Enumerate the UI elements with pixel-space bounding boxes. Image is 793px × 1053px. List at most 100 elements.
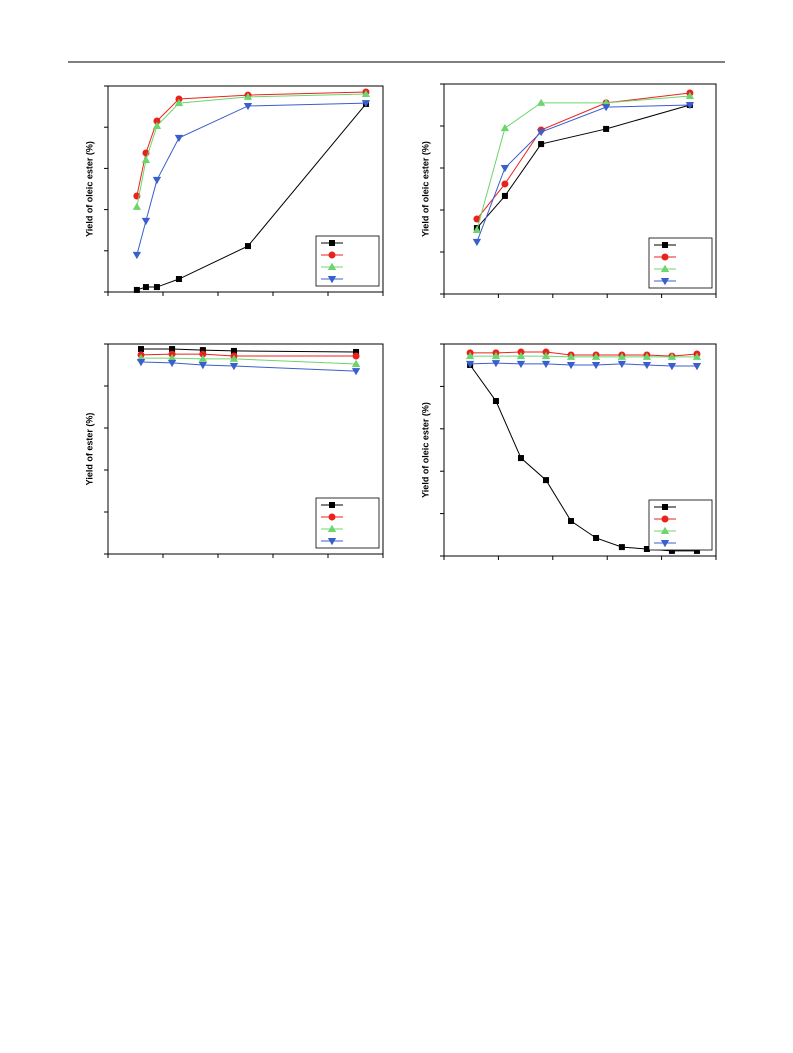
marker	[229, 354, 239, 362]
y-axis-label: Yield of oleic ester (%)	[420, 141, 430, 237]
marker	[617, 352, 627, 360]
marker	[500, 123, 510, 132]
series-line	[476, 104, 691, 229]
marker	[685, 102, 695, 110]
marker	[244, 243, 251, 250]
marker	[538, 141, 545, 148]
legend	[315, 497, 380, 549]
plot-frame	[443, 343, 717, 557]
marker	[352, 352, 360, 360]
marker	[516, 351, 526, 360]
marker	[618, 544, 625, 551]
marker	[174, 134, 184, 143]
legend	[648, 499, 713, 551]
legend-box	[648, 237, 713, 289]
marker	[642, 352, 652, 360]
marker	[568, 518, 575, 525]
marker	[541, 351, 551, 360]
marker	[141, 217, 151, 226]
marker	[603, 125, 610, 132]
series-line	[136, 102, 366, 256]
marker	[566, 352, 576, 360]
legend-marker	[327, 538, 337, 546]
marker	[692, 352, 702, 360]
marker	[132, 251, 142, 260]
marker	[465, 351, 475, 360]
y-axis-label: Yield of oleic ester (%)	[84, 141, 94, 237]
legend-marker	[329, 240, 335, 246]
marker	[501, 192, 508, 199]
marker	[152, 176, 162, 185]
marker	[243, 92, 253, 100]
marker	[167, 359, 177, 368]
marker	[174, 98, 184, 107]
legend-marker	[328, 251, 336, 259]
marker	[517, 455, 524, 462]
legend-marker	[662, 504, 668, 510]
marker	[543, 477, 549, 484]
marker	[491, 360, 501, 368]
legend-marker	[661, 253, 669, 261]
marker	[500, 165, 510, 173]
marker	[541, 360, 551, 369]
marker	[667, 363, 677, 371]
marker	[617, 360, 627, 369]
marker	[133, 286, 140, 293]
marker	[472, 225, 482, 233]
marker	[361, 89, 371, 98]
marker	[566, 361, 576, 370]
legend-marker	[661, 515, 669, 523]
marker	[136, 359, 146, 367]
marker	[243, 102, 253, 111]
marker	[593, 534, 600, 541]
marker	[132, 202, 142, 210]
legend-marker	[327, 276, 337, 284]
marker	[685, 91, 695, 99]
marker	[351, 368, 361, 376]
marker	[536, 129, 546, 137]
marker	[198, 362, 208, 370]
marker	[667, 352, 677, 360]
legend-box	[648, 499, 713, 551]
marker	[492, 398, 499, 405]
marker	[601, 104, 611, 112]
series-line	[136, 91, 366, 197]
marker	[141, 155, 151, 163]
marker	[175, 276, 182, 283]
marker	[142, 284, 149, 291]
plot-frame	[107, 85, 384, 293]
legend	[315, 235, 380, 287]
series-line	[470, 362, 697, 367]
legend	[648, 237, 713, 289]
series-line	[470, 355, 697, 358]
marker	[472, 238, 482, 247]
chart: Yield of oleic ester (%)	[420, 343, 717, 560]
marker	[536, 98, 546, 106]
marker	[229, 363, 239, 371]
marker	[501, 180, 509, 188]
legend-marker	[327, 262, 337, 270]
legend-marker	[328, 513, 336, 521]
legend-marker	[660, 526, 670, 534]
marker	[138, 346, 144, 353]
legend-marker	[662, 242, 668, 248]
marker	[198, 354, 208, 362]
plot-frame	[443, 83, 717, 295]
legend-marker	[327, 524, 337, 532]
legend-marker	[660, 278, 670, 286]
marker	[491, 351, 501, 360]
legend-marker	[660, 540, 670, 548]
marker	[692, 363, 702, 371]
marker	[153, 284, 160, 291]
y-axis-label: Yield of ester (%)	[84, 413, 94, 486]
chart: Yield of oleic ester (%)	[84, 85, 384, 296]
legend-box	[315, 497, 380, 549]
legend-marker	[329, 502, 335, 508]
series-line	[470, 351, 698, 357]
marker	[591, 361, 601, 370]
chart: Yield of oleic ester (%)	[420, 83, 717, 298]
marker	[361, 100, 371, 108]
legend-marker	[660, 264, 670, 272]
